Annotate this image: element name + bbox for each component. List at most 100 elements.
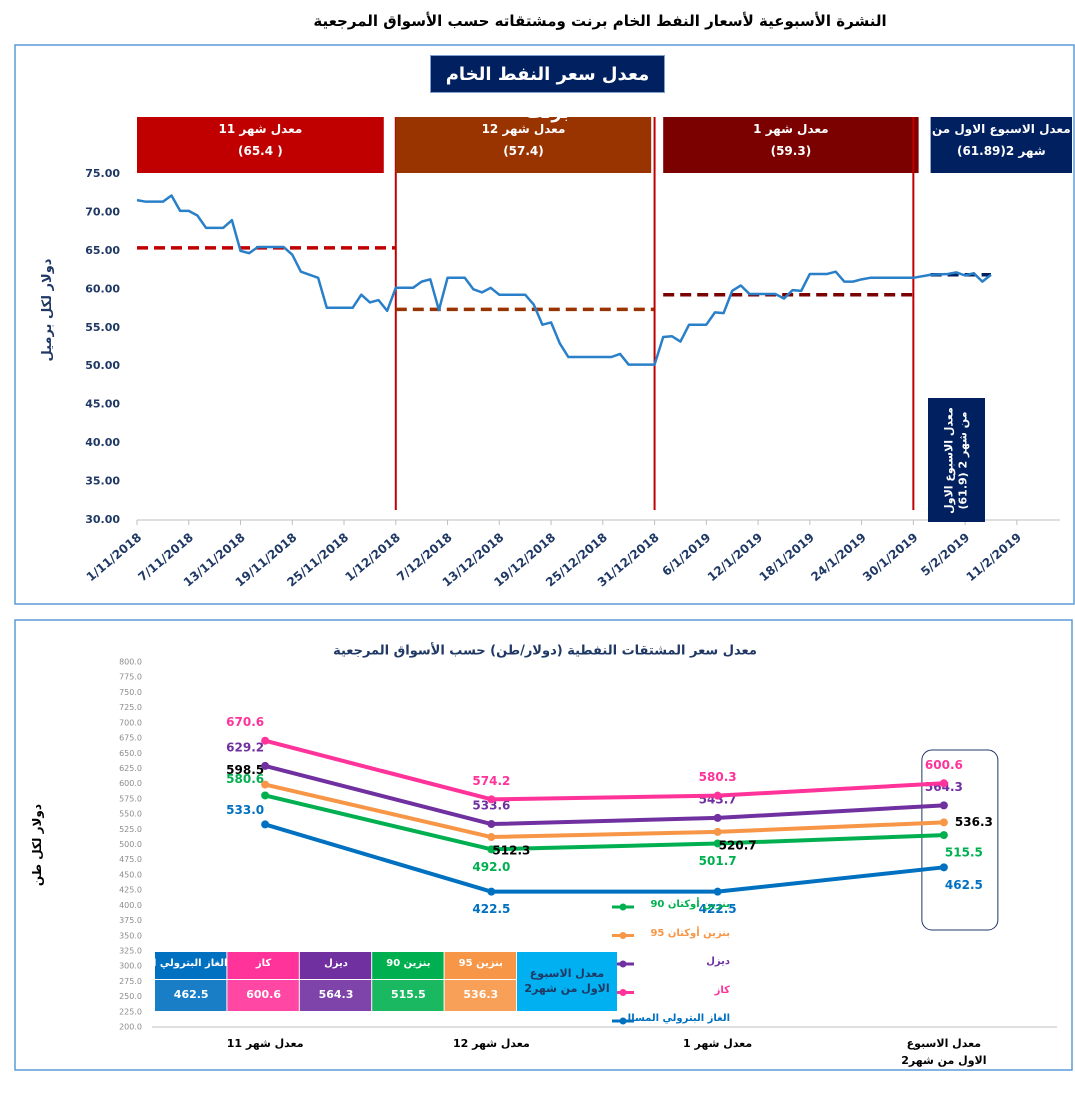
- data-label: 422.5: [472, 902, 510, 916]
- series-point: [713, 813, 722, 822]
- table-header-cell: [299, 952, 372, 979]
- series-line: [264, 793, 944, 852]
- y-tick-label: 35.00: [85, 475, 120, 488]
- y-tick-label: 65.00: [85, 244, 120, 257]
- average-value-label: شهر 2(61.89): [956, 144, 1046, 158]
- y-tick-label: 375.0: [119, 916, 142, 925]
- data-label: 422.5: [699, 902, 737, 916]
- series-point: [713, 839, 722, 848]
- y-tick-label: 40.00: [85, 436, 120, 449]
- table-column: بنزين 90: [386, 958, 431, 969]
- series-point: [713, 887, 722, 896]
- series-line: [264, 822, 945, 894]
- data-label: 515.5: [945, 846, 983, 860]
- average-name: معدل شهر 12: [481, 122, 566, 136]
- table-header-cell: [444, 952, 516, 979]
- top-frame: [14, 44, 1075, 605]
- data-label: 462.5: [945, 878, 983, 892]
- y-tick-label: 550.0: [119, 810, 142, 819]
- x-tick-label: 18/1/2019: [757, 530, 817, 584]
- data-label: 520.7: [719, 838, 757, 852]
- y-tick-label: 225.0: [119, 1007, 142, 1016]
- legend-marker: [619, 932, 627, 939]
- table-value: 564.3: [318, 988, 354, 1001]
- x-tick-label: معدل شهر 12: [452, 1037, 530, 1050]
- data-label: 670.6: [226, 715, 264, 729]
- y-tick-label: 525.0: [119, 825, 142, 834]
- series-line: [264, 738, 944, 802]
- data-label: 580.3: [699, 770, 737, 784]
- y-tick-label: 70.00: [85, 205, 120, 218]
- y-tick-label: 475.0: [119, 855, 142, 864]
- y-tick-label: 45.00: [85, 398, 120, 411]
- y-tick-label: 500.0: [119, 840, 142, 849]
- legend-label: بنزين أوكتان 90: [650, 899, 730, 910]
- table-value: 515.5: [390, 988, 426, 1001]
- bottom-frame: [14, 619, 1073, 1071]
- average-name: معدل شهر 11: [218, 122, 303, 136]
- y-tick-label: 350.0: [119, 931, 142, 940]
- data-label: 580.6: [226, 772, 264, 786]
- data-label: 574.2: [472, 774, 510, 788]
- x-tick-label: 6/1/2019: [659, 530, 713, 579]
- data-label: 533.6: [472, 799, 510, 813]
- data-label: 629.2: [226, 740, 264, 754]
- average-name: معدل الاسبوع الاول من: [931, 122, 1071, 136]
- average-value-label: (57.4): [503, 144, 544, 158]
- table-value: 600.6: [246, 988, 281, 1001]
- y-tick-label: 675.0: [119, 734, 142, 743]
- data-label: 492.0: [472, 860, 510, 874]
- y-tick-label: 650.0: [119, 749, 142, 758]
- table-value-cell: [444, 980, 516, 1011]
- series-point: [487, 833, 496, 842]
- series-point: [261, 820, 270, 829]
- average-value-label: ( 65.4): [238, 144, 283, 158]
- series-point: [487, 845, 496, 854]
- y-tick-label: 275.0: [119, 977, 142, 986]
- y-tick-label: 60.00: [85, 282, 120, 295]
- series-point: [487, 887, 496, 896]
- y-tick-label: 625.0: [119, 764, 142, 773]
- average-name: معدل شهر 1: [753, 122, 829, 136]
- series-point: [939, 779, 948, 788]
- price-line: [136, 194, 992, 366]
- legend-marker: [619, 903, 627, 911]
- series-point: [713, 791, 722, 800]
- y-tick-label: 775.0: [119, 673, 142, 682]
- table-header-label: معدل الاسبوع الاول من شهر2: [524, 967, 610, 995]
- legend-marker: [619, 1017, 627, 1025]
- x-tick-label: 24/1/2019: [808, 530, 868, 584]
- data-label: 536.3: [955, 815, 993, 829]
- table-value-cell: [299, 980, 372, 1011]
- y-tick-label: 700.0: [119, 718, 142, 727]
- table-value-cell: [372, 980, 444, 1011]
- average-box: [395, 117, 652, 173]
- data-label: 600.6: [925, 758, 963, 772]
- series-point: [713, 827, 722, 836]
- average-value-label: (59.3): [770, 144, 812, 158]
- chart-title: معدل سعر المشتقات النفطية (دولار/طن) حسب…: [333, 642, 757, 659]
- table-header-cell: [227, 952, 299, 979]
- average-box: [137, 117, 384, 173]
- y-tick-label: 725.0: [119, 703, 142, 712]
- data-label: 501.7: [699, 854, 737, 868]
- x-tick-label: 1/11/2018: [84, 530, 144, 584]
- table-value-cell: [155, 980, 227, 1011]
- series-point: [487, 820, 496, 829]
- average-box: [663, 117, 919, 173]
- x-tick-label: 5/2/2019: [918, 530, 972, 579]
- series-point: [939, 801, 948, 810]
- table-value-cell: [227, 980, 299, 1011]
- annotation-box: [928, 398, 985, 522]
- legend-marker: [619, 960, 627, 968]
- x-tick-label: معدل شهر 1: [683, 1037, 753, 1050]
- y-tick-label: 425.0: [119, 886, 142, 895]
- x-tick-label: 1/12/2018: [342, 530, 402, 584]
- data-label: 512.3: [492, 844, 530, 858]
- table-header: [517, 952, 617, 1011]
- page-title: النشرة الأسبوعية لأسعار النفط الخام برنت…: [313, 12, 887, 30]
- series-point: [939, 863, 948, 872]
- legend-label: كاز: [714, 984, 730, 996]
- y-tick-label: 600.0: [119, 779, 142, 788]
